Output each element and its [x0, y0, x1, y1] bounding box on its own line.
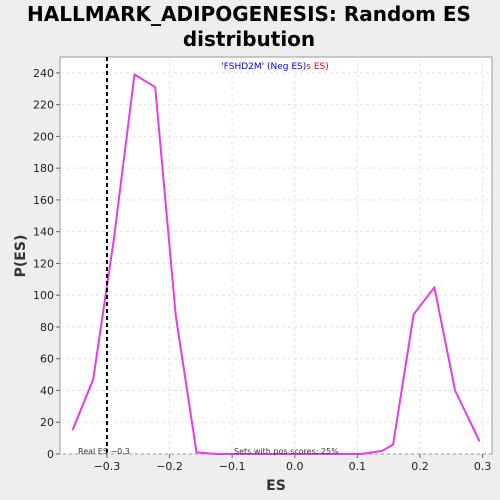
y-tick-label: 100 — [33, 289, 54, 302]
y-tick-label: 200 — [33, 130, 54, 143]
x-axis-label: ES — [266, 478, 286, 494]
y-tick-label: 20 — [40, 416, 54, 429]
y-tick-label: 120 — [33, 257, 54, 270]
x-tick-label: 0.0 — [286, 460, 304, 473]
y-tick-label: 220 — [33, 99, 54, 112]
series-line — [71, 73, 481, 455]
y-tick-label: 40 — [40, 384, 54, 397]
legend-text: 'FSHD2M' (Neg ES)s ES) — [221, 62, 328, 72]
y-tick-label: 180 — [33, 162, 54, 175]
series-layer — [71, 73, 481, 455]
chart-title-line-2: distribution — [183, 27, 315, 51]
pos-scores-annotation: Sets with pos scores: 25% — [234, 447, 339, 456]
x-tick-label: 0.2 — [411, 460, 429, 473]
y-axis: 0 20 40 60 80 100 120 140 160 180 200 220 240 — [33, 67, 60, 461]
y-tick-label: 80 — [40, 321, 54, 334]
legend-pos-es: s ES) — [306, 62, 328, 72]
x-axis: −0.3 −0.2 −0.1 0.0 0.1 0.2 0.3 — [94, 454, 492, 473]
plot-area — [59, 56, 493, 455]
chart-title: HALLMARK_ADIPOGENESIS: Random ES — [27, 2, 471, 26]
x-tick-label: 0.1 — [349, 460, 367, 473]
x-tick-label: −0.3 — [94, 460, 121, 473]
legend-neg-es: 'FSHD2M' (Neg ES) — [221, 62, 306, 72]
x-tick-label: −0.1 — [219, 460, 246, 473]
y-tick-label: 60 — [40, 353, 54, 366]
y-axis-label: P(ES) — [13, 235, 29, 278]
real-es-label: Real ES −0.3 — [78, 447, 130, 456]
y-tick-label: 0 — [47, 448, 54, 461]
x-tick-label: −0.2 — [156, 460, 183, 473]
y-tick-label: 140 — [33, 226, 54, 239]
x-tick-label: 0.3 — [474, 460, 492, 473]
y-tick-label: 160 — [33, 194, 54, 207]
y-tick-label: 240 — [33, 67, 54, 80]
